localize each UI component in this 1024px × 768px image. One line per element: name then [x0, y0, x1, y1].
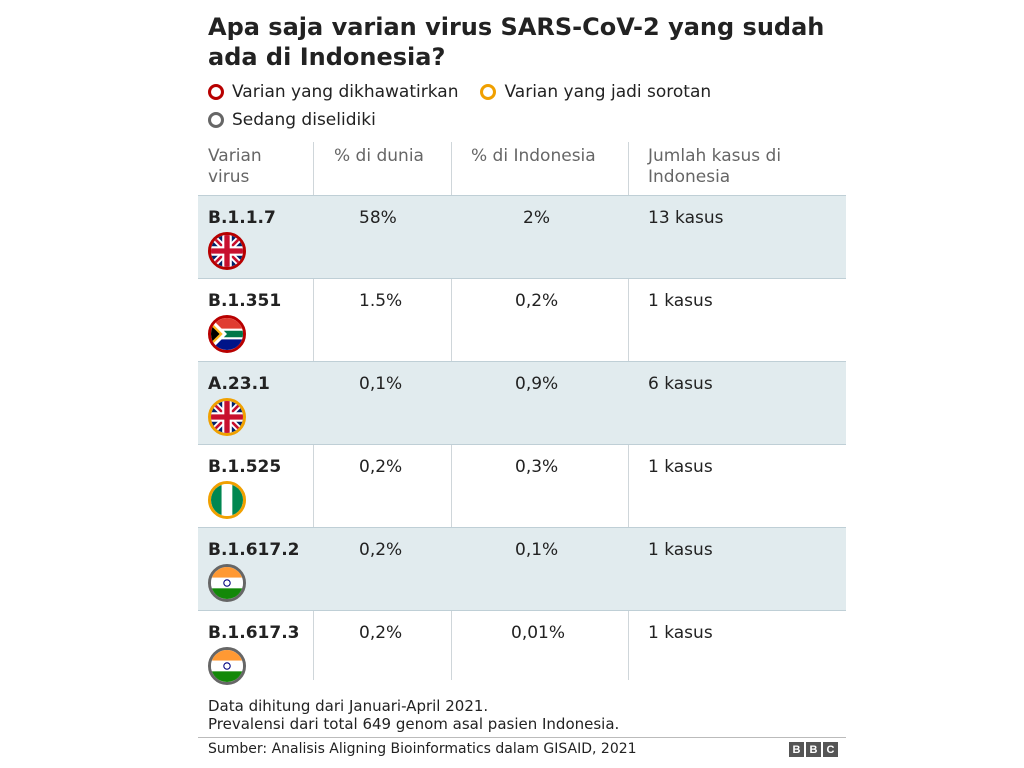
- table-row: B.1.1.7 58% 2% 13 kasus: [198, 195, 846, 278]
- legend-label: Varian yang dikhawatirkan: [232, 82, 459, 102]
- table-row: B.1.617.2 0,2% 0,1% 1 kasus: [198, 527, 846, 610]
- table-row: B.1.617.3 0,2% 0,01% 1 kasus: [198, 610, 846, 685]
- indonesia-percent: 2%: [523, 208, 550, 228]
- indonesia-percent: 0,3%: [515, 457, 559, 477]
- nigeria-flag-icon: [208, 481, 246, 519]
- world-percent: 0,1%: [359, 374, 403, 394]
- variant-name: B.1.1.7: [208, 208, 276, 228]
- case-count: 6 kasus: [648, 374, 713, 394]
- legend-label: Varian yang jadi sorotan: [504, 82, 712, 102]
- case-count: 1 kasus: [648, 291, 713, 311]
- world-percent: 58%: [359, 208, 397, 228]
- legend-label: Sedang diselidiki: [232, 110, 376, 130]
- infographic-card: Apa saja varian virus SARS-CoV-2 yang su…: [198, 0, 848, 768]
- variant-name: B.1.351: [208, 291, 282, 311]
- red-ring-icon: [208, 84, 224, 100]
- bbc-logo: B B C: [787, 742, 838, 757]
- logo-letter: C: [823, 742, 838, 757]
- page-title: Apa saja varian virus SARS-CoV-2 yang su…: [208, 13, 825, 71]
- world-percent: 0,2%: [359, 457, 403, 477]
- column-header-cases: Jumlah kasus di Indonesia: [648, 146, 782, 187]
- footnote: Data dihitung dari Januari-April 2021. P…: [208, 697, 619, 733]
- grey-ring-icon: [208, 112, 224, 128]
- divider: [198, 737, 846, 738]
- table-row: B.1.351 1.5% 0,2% 1 kasus: [198, 278, 846, 361]
- variant-name: B.1.617.3: [208, 623, 300, 643]
- world-percent: 1.5%: [359, 291, 403, 311]
- case-count: 13 kasus: [648, 208, 724, 228]
- legend-item-interest: Varian yang jadi sorotan: [480, 82, 711, 102]
- india-flag-icon: [208, 564, 246, 602]
- table-row: B.1.525 0,2% 0,3% 1 kasus: [198, 444, 846, 527]
- legend-item-concern: Varian yang dikhawatirkan: [208, 82, 458, 102]
- table-row: A.23.1 0,1% 0,9% 6 kasus: [198, 361, 846, 444]
- indonesia-percent: 0,1%: [515, 540, 559, 560]
- variant-name: B.1.617.2: [208, 540, 300, 560]
- case-count: 1 kasus: [648, 623, 713, 643]
- logo-letter: B: [806, 742, 821, 757]
- india-flag-icon: [208, 647, 246, 685]
- world-percent: 0,2%: [359, 540, 403, 560]
- indonesia-percent: 0,01%: [511, 623, 566, 643]
- case-count: 1 kasus: [648, 540, 713, 560]
- source-credit: Sumber: Analisis Aligning Bioinformatics…: [208, 741, 637, 757]
- indonesia-percent: 0,2%: [515, 291, 559, 311]
- uk-flag-icon: [208, 398, 246, 436]
- column-header-variant: Varian virus: [208, 146, 262, 187]
- logo-letter: B: [789, 742, 804, 757]
- legend-second-line: Sedang diselidiki: [208, 110, 398, 130]
- column-header-indonesia: % di Indonesia: [471, 146, 596, 166]
- variant-name: B.1.525: [208, 457, 282, 477]
- column-header-world: % di dunia: [334, 146, 424, 166]
- case-count: 1 kasus: [648, 457, 713, 477]
- indonesia-percent: 0,9%: [515, 374, 559, 394]
- world-percent: 0,2%: [359, 623, 403, 643]
- south-africa-flag-icon: [208, 315, 246, 353]
- legend-item-investigation: Sedang diselidiki: [208, 110, 376, 130]
- orange-ring-icon: [480, 84, 497, 100]
- variant-name: A.23.1: [208, 374, 270, 394]
- footnote-line: Data dihitung dari Januari-April 2021.: [208, 697, 489, 715]
- uk-flag-icon: [208, 232, 246, 270]
- legend: Varian yang dikhawatirkan Varian yang ja…: [208, 82, 733, 102]
- footnote-line: Prevalensi dari total 649 genom asal pas…: [208, 715, 620, 733]
